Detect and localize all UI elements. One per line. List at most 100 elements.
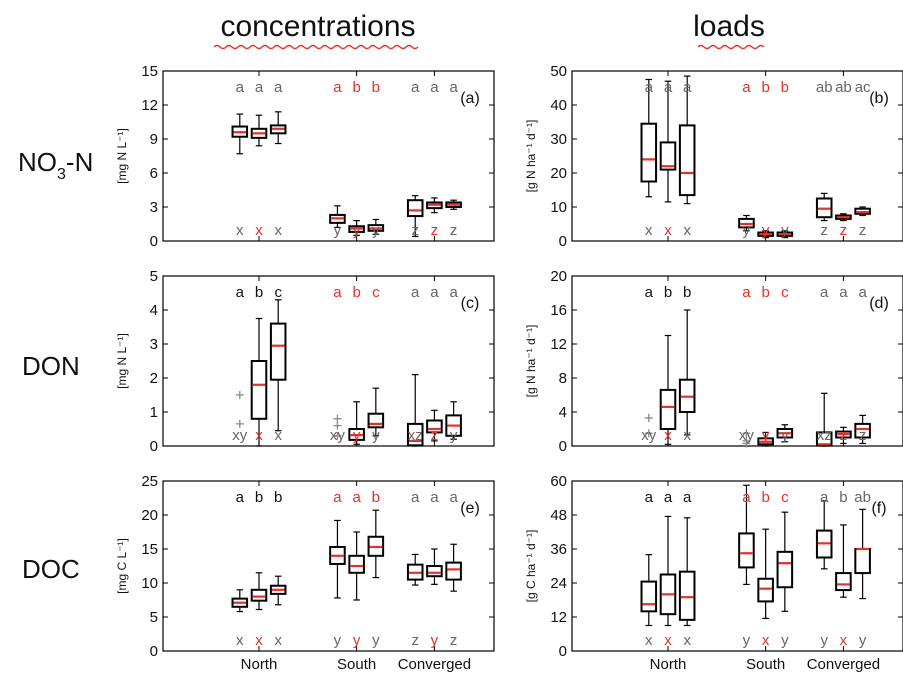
significance-letter-bottom: z [859, 427, 867, 444]
significance-letter-bottom: y [743, 632, 751, 649]
significance-letter-top: a [333, 489, 342, 506]
y-tick-label: 6 [150, 165, 158, 182]
x-tick-label: South [337, 656, 376, 673]
y-tick-label: 40 [550, 97, 567, 114]
box [640, 122, 658, 183]
y-tick-label: 12 [550, 336, 567, 353]
significance-letter-top: a [255, 79, 264, 96]
significance-letter-bottom: y [431, 632, 439, 649]
box [854, 422, 871, 439]
significance-letter-bottom: y [762, 222, 770, 239]
y-axis-label: [mg N L⁻¹] [115, 128, 129, 184]
significance-letter-top: b [839, 489, 847, 506]
outlier-point [333, 421, 342, 430]
x-tick-label: Converged [807, 656, 880, 673]
significance-letter-bottom: z [431, 427, 439, 444]
significance-letter-top: b [255, 489, 263, 506]
panel-label: (a) [460, 90, 480, 107]
box [640, 580, 658, 613]
significance-letter-top: c [781, 284, 789, 301]
significance-letter-bottom: y [781, 222, 789, 239]
significance-letter-top: a [236, 79, 245, 96]
significance-letter-top: a [839, 284, 848, 301]
significance-letter-bottom: y [372, 632, 380, 649]
significance-letter-top: b [761, 489, 769, 506]
y-tick-label: 2 [150, 370, 158, 387]
significance-letter-bottom: xz [408, 427, 423, 444]
significance-letter-top: a [333, 79, 342, 96]
significance-letter-top: c [274, 284, 282, 301]
significance-letter-bottom: xy [330, 427, 346, 444]
y-tick-label: 5 [150, 268, 158, 285]
box [426, 565, 443, 578]
y-tick-label: 4 [559, 404, 567, 421]
significance-letter-bottom: x [664, 427, 672, 444]
significance-letter-top: a [645, 79, 654, 96]
significance-letter-top: a [449, 79, 458, 96]
significance-letter-bottom: xy [232, 427, 248, 444]
significance-letter-bottom: z [450, 632, 458, 649]
significance-letter-top: a [820, 489, 829, 506]
y-tick-label: 0 [559, 233, 567, 250]
y-tick-label: 0 [559, 643, 567, 660]
panel-label: (b) [869, 90, 889, 107]
significance-letter-top: a [449, 284, 458, 301]
significance-letter-top: a [236, 284, 245, 301]
significance-letter-bottom: y [762, 427, 770, 444]
panel-e: 0 5 10 15 20 25 [mg C L⁻¹] (e) North South Converg… [115, 473, 495, 673]
y-tick-label: 20 [550, 268, 567, 285]
significance-letter-top: a [449, 489, 458, 506]
significance-letter-top: b [352, 79, 360, 96]
significance-letter-top: a [742, 284, 751, 301]
significance-letter-bottom: z [840, 427, 848, 444]
y-tick-label: 12 [141, 97, 158, 114]
outlier-point [235, 391, 244, 399]
y-axis-label: [mg N L⁻¹] [115, 333, 129, 389]
significance-letter-top: ab [835, 79, 852, 96]
box [269, 322, 287, 381]
significance-letter-top: a [333, 284, 342, 301]
plot-frame [162, 70, 495, 242]
significance-letter-bottom: x [645, 222, 653, 239]
significance-letter-bottom: x [664, 222, 672, 239]
y-axis-label: [g N ha⁻¹ d⁻¹] [524, 120, 538, 193]
box [659, 388, 677, 430]
significance-letter-top: b [761, 284, 769, 301]
significance-letter-top: a [430, 284, 439, 301]
y-tick-label: 3 [150, 336, 158, 353]
significance-letter-top: a [664, 489, 673, 506]
significance-letter-top: a [430, 79, 439, 96]
significance-letter-bottom: y [743, 222, 751, 239]
y-tick-label: 60 [550, 473, 567, 490]
outlier-point [742, 439, 751, 448]
significance-letter-top: a [742, 79, 751, 96]
panel-f: 0 12 24 36 48 60 [g C ha⁻¹ d⁻¹] (f) North South Co… [524, 473, 903, 673]
y-tick-label: 3 [150, 199, 158, 216]
plot-frame [571, 480, 903, 652]
y-tick-label: 0 [559, 438, 567, 455]
significance-letter-top: a [411, 284, 420, 301]
panel-label: (f) [871, 500, 886, 517]
y-axis-label: [g C ha⁻¹ d⁻¹] [524, 530, 538, 603]
significance-letter-bottom: x [840, 632, 848, 649]
significance-letter-bottom: xy [739, 427, 755, 444]
y-tick-label: 16 [550, 302, 567, 319]
column-titles: concentrations loads [213, 10, 765, 50]
plot-frame [162, 480, 495, 652]
significance-letter-top: b [274, 489, 282, 506]
significance-letter-bottom: x [236, 632, 244, 649]
outlier-point [333, 431, 342, 440]
row-label-doc: DOC [22, 554, 80, 584]
y-tick-label: 10 [141, 575, 158, 592]
y-tick-label: 0 [150, 438, 158, 455]
significance-letter-bottom: x [255, 222, 263, 239]
significance-letter-top: a [645, 489, 654, 506]
significance-letter-bottom: x [645, 632, 653, 649]
y-tick-label: 50 [550, 63, 567, 80]
box [757, 577, 774, 603]
box [835, 572, 852, 592]
box [348, 554, 365, 574]
outlier-point [333, 414, 342, 423]
